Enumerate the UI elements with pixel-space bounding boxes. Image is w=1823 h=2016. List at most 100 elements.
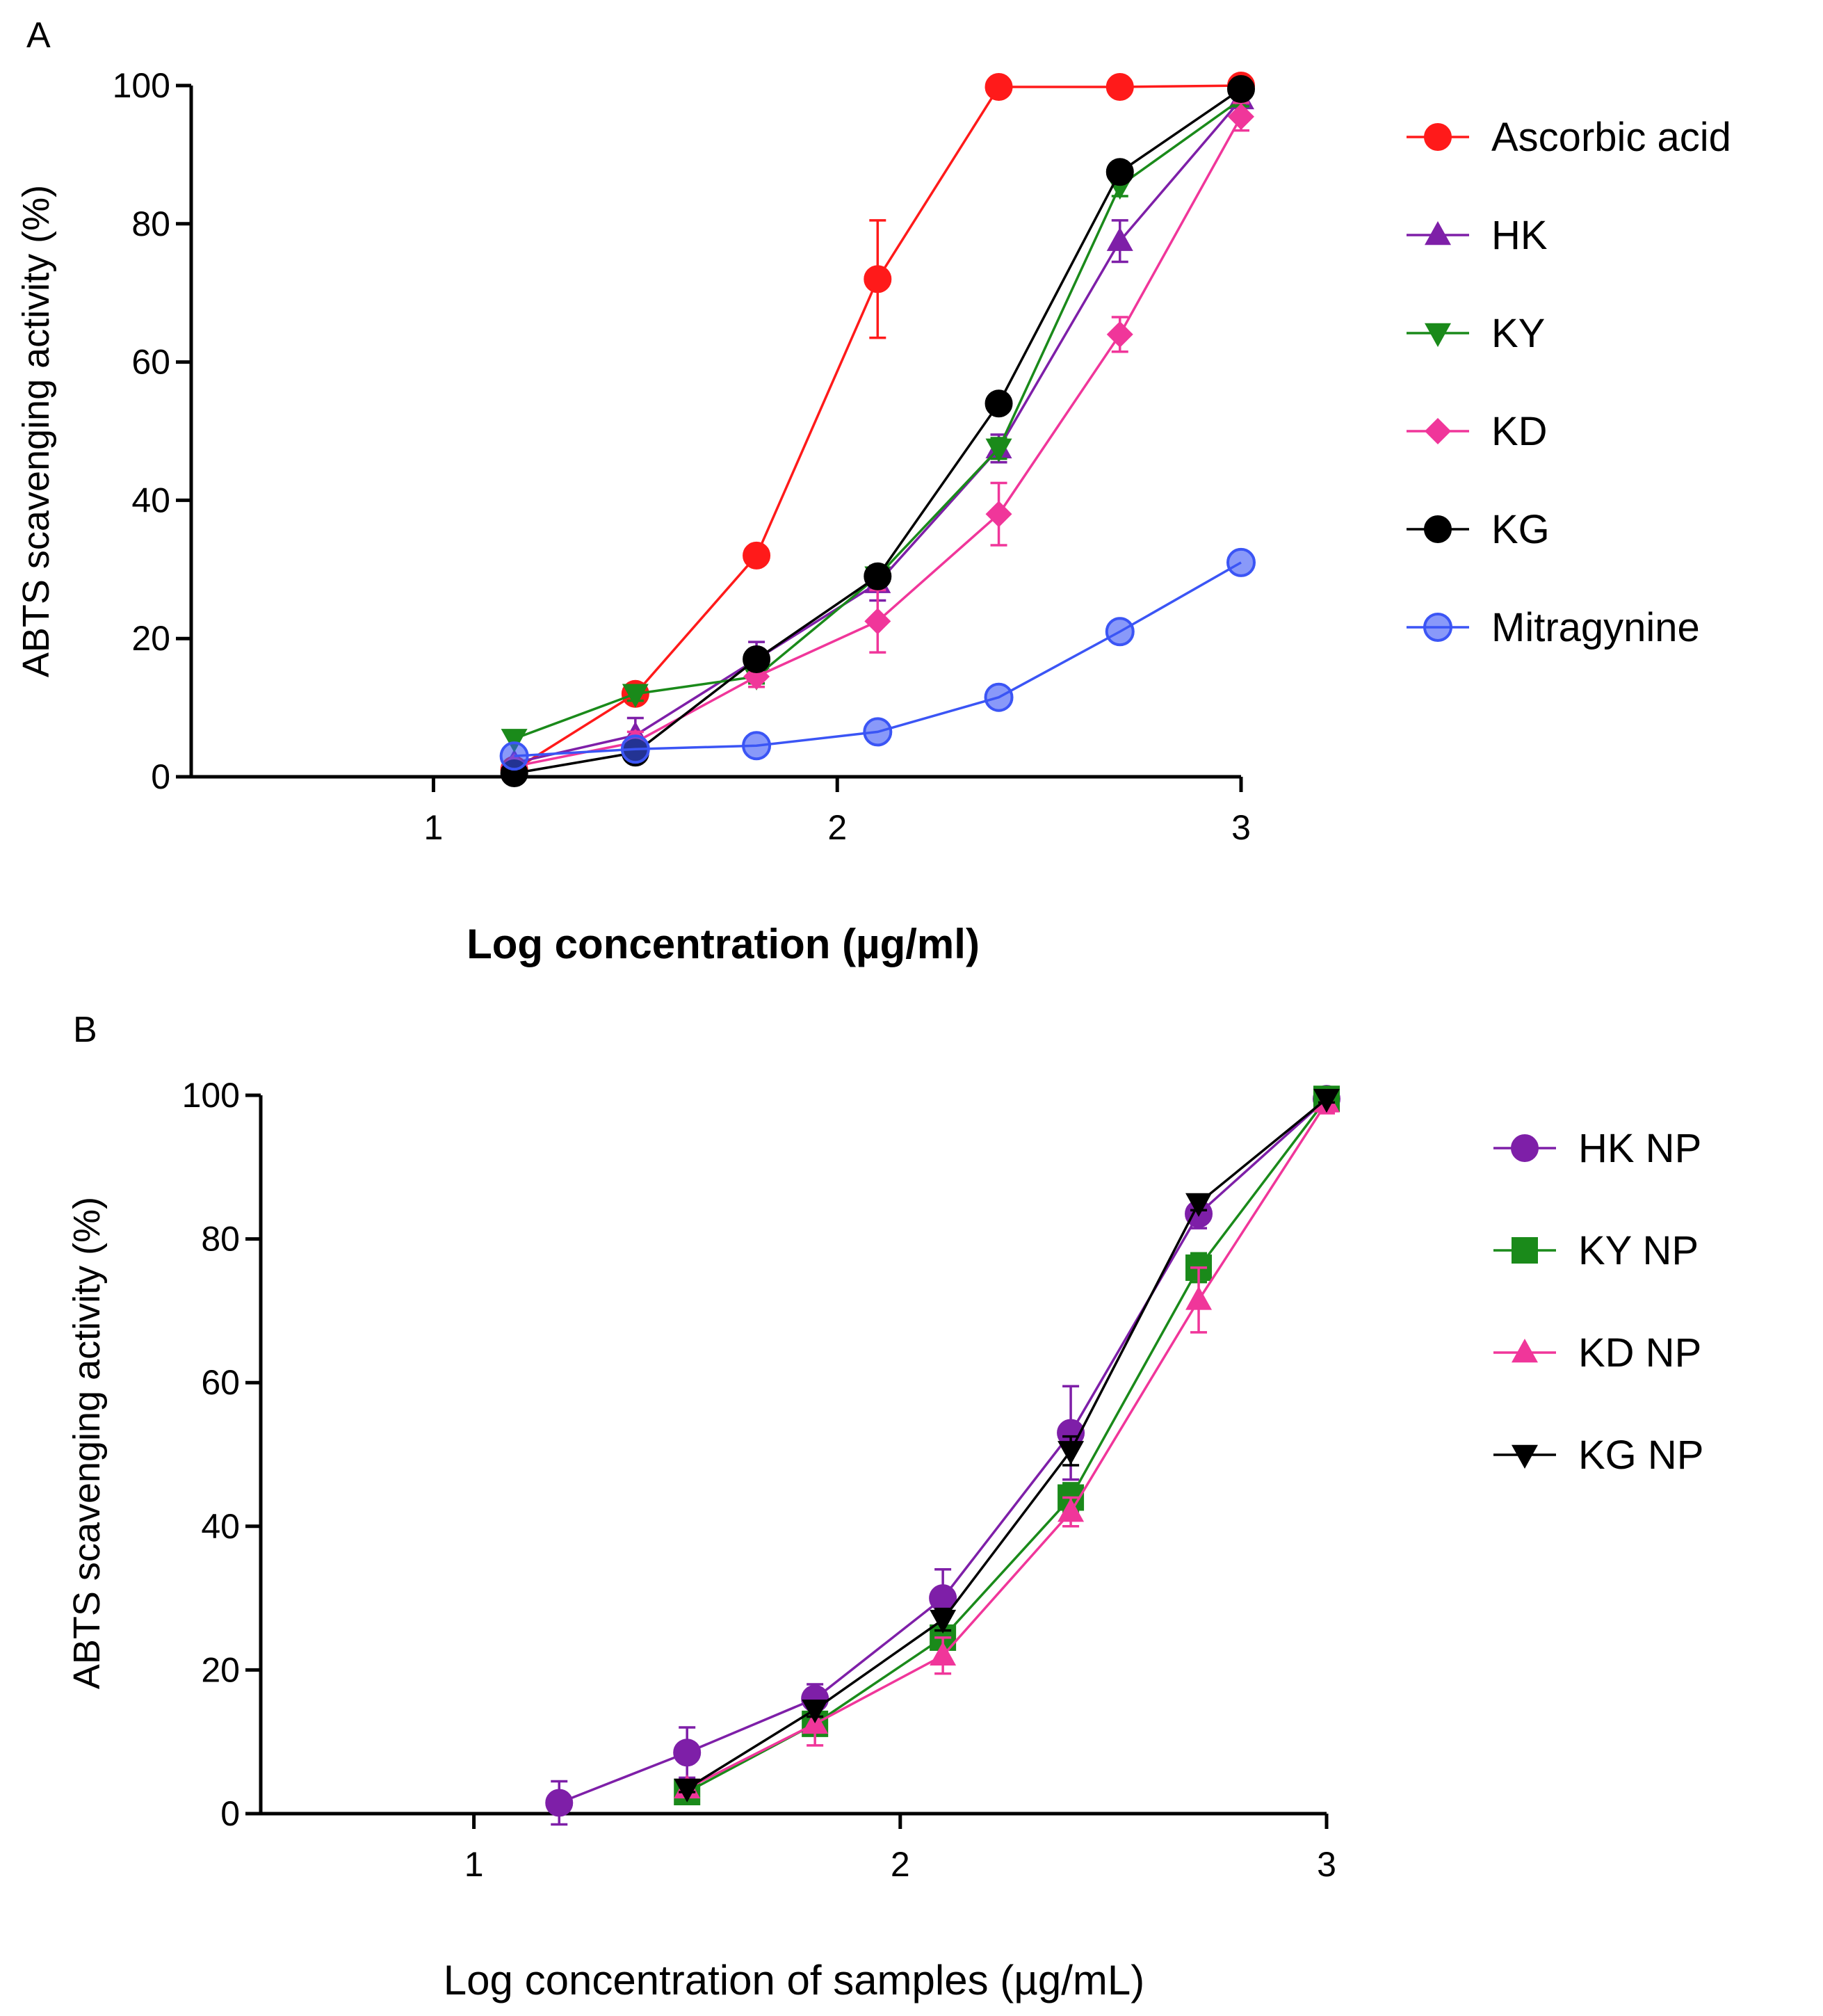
panel-a-label: A — [26, 15, 51, 56]
data-point-kg-np — [674, 1778, 701, 1803]
data-point-mitragynine — [620, 734, 650, 764]
data-point-kd — [1228, 103, 1254, 130]
data-point-kg-np — [1313, 1088, 1340, 1113]
data-point-ascorbic-acid — [864, 265, 892, 293]
legend-item-kg: KG — [1407, 507, 1550, 552]
series-kd-np — [674, 1088, 1340, 1799]
series-line-ky-np — [686, 1098, 1328, 1793]
data-point-kd — [985, 501, 1012, 528]
data-point-kd-np — [930, 1641, 957, 1666]
y-tick-label: 0 — [151, 757, 170, 796]
legend-item-kg-np: KG NP — [1493, 1433, 1704, 1478]
legend-marker-kg-np — [1512, 1444, 1538, 1469]
legend-item-ky: KY — [1407, 311, 1545, 356]
y-tick-label: 80 — [131, 204, 170, 243]
y-tick-label: 100 — [182, 1076, 240, 1115]
legend-label-mitragynine: Mitragynine — [1491, 605, 1700, 650]
legend-label-ascorbic-acid: Ascorbic acid — [1491, 115, 1731, 160]
x-tick-label: 3 — [1231, 808, 1251, 847]
series-hk — [501, 85, 1254, 773]
y-tick-label: 80 — [201, 1220, 240, 1259]
series-line-ascorbic-acid — [513, 84, 1242, 771]
data-point-kd — [1106, 321, 1133, 348]
y-tick-label: 100 — [113, 66, 170, 105]
series-kg-np — [674, 1088, 1340, 1803]
panel-b-y-axis-title: ABTS scavenging activity (%) — [66, 1197, 108, 1689]
legend-label-kg-np: KG NP — [1578, 1433, 1704, 1478]
data-point-kg-np — [1185, 1193, 1213, 1217]
data-point-mitragynine — [499, 741, 529, 771]
y-tick-label: 40 — [131, 481, 170, 519]
data-point-kg — [864, 562, 892, 590]
legend-item-hk: HK — [1407, 213, 1548, 258]
legend-marker-ky — [1425, 323, 1451, 347]
legend-item-kd-np: KD NP — [1493, 1330, 1701, 1376]
x-tick-label: 1 — [424, 808, 444, 847]
data-point-kg — [1105, 158, 1134, 186]
legend-marker-kg — [1424, 515, 1452, 543]
series-line-kg-np — [686, 1097, 1328, 1790]
legend-marker-hk — [1425, 221, 1451, 245]
data-point-ascorbic-acid — [985, 72, 1013, 101]
data-point-kg-np — [802, 1699, 829, 1724]
data-point-mitragynine — [863, 717, 893, 747]
legend-marker-ascorbic-acid — [1424, 123, 1452, 151]
x-tick-label: 2 — [827, 808, 847, 847]
data-point-ascorbic-acid — [1105, 72, 1134, 101]
legend-marker-kd — [1425, 418, 1451, 444]
y-tick-label: 60 — [201, 1363, 240, 1402]
data-point-kd-np — [1058, 1498, 1085, 1522]
data-point-ky — [622, 684, 649, 708]
y-tick-label: 20 — [131, 619, 170, 658]
x-tick-label: 1 — [464, 1845, 484, 1884]
y-tick-label: 40 — [201, 1507, 240, 1546]
panel-a: A ABTS scavenging activity (%) 0 20 40 60 80… — [15, 15, 1731, 967]
series-ascorbic-acid — [500, 72, 1255, 784]
legend-label-ky-np: KY NP — [1578, 1228, 1699, 1273]
data-point-mitragynine — [1105, 617, 1135, 647]
data-point-mitragynine — [742, 731, 772, 761]
data-point-kg — [1227, 74, 1255, 103]
series-hk-np — [545, 1085, 1340, 1826]
legend-label-hk: HK — [1491, 213, 1548, 258]
data-point-mitragynine — [984, 682, 1014, 712]
legend-item-ky-np: KY NP — [1493, 1228, 1699, 1273]
legend-item-ascorbic-acid: Ascorbic acid — [1407, 115, 1731, 160]
data-point-ascorbic-acid — [743, 541, 771, 570]
panel-a-x-axis-title: Log concentration (µg/ml) — [467, 921, 980, 967]
panel-b-x-axis-title: Log concentration of samples (µg/mL) — [444, 1957, 1144, 2003]
series-line-kd-np — [686, 1102, 1328, 1790]
panel-b: B ABTS scavenging activity (%) 0 20 40 60 80… — [66, 1010, 1704, 2003]
series-mitragynine — [499, 547, 1256, 771]
legend-marker-hk-np — [1511, 1134, 1539, 1162]
legend-marker-ky-np — [1512, 1237, 1538, 1264]
data-point-hk — [1106, 227, 1133, 251]
panel-b-y-ticks: 0 20 40 60 80 100 — [182, 1076, 261, 1833]
panel-a-series — [499, 72, 1256, 788]
data-point-kd-np — [1185, 1286, 1213, 1310]
legend-label-kg: KG — [1491, 507, 1550, 552]
data-point-kg — [985, 389, 1013, 418]
series-line-kd — [514, 115, 1242, 768]
panel-a-legend: Ascorbic acid HK KY KD KG Mitragynine — [1407, 115, 1731, 650]
data-point-kg — [743, 645, 771, 674]
y-tick-label: 0 — [220, 1794, 240, 1833]
panel-b-label: B — [73, 1010, 97, 1050]
panel-a-y-ticks: 0 20 40 60 80 100 — [113, 66, 191, 796]
y-tick-label: 60 — [131, 343, 170, 382]
x-tick-label: 3 — [1317, 1845, 1336, 1884]
series-line-hk-np — [558, 1097, 1328, 1805]
series-kg — [500, 74, 1255, 788]
data-point-mitragynine — [1226, 547, 1256, 577]
data-point-kg-np — [1058, 1441, 1085, 1465]
legend-item-mitragynine: Mitragynine — [1407, 605, 1700, 650]
legend-marker-kd-np — [1512, 1339, 1538, 1363]
data-point-hk-np — [673, 1739, 702, 1767]
panel-b-legend: HK NP KY NP KD NP KG NP — [1493, 1126, 1704, 1478]
series-line-hk — [514, 98, 1242, 764]
data-point-ky — [985, 438, 1012, 462]
data-point-hk-np — [545, 1789, 574, 1817]
series-line-kg — [514, 88, 1242, 775]
panel-a-y-axis-title: ABTS scavenging activity (%) — [15, 185, 57, 677]
